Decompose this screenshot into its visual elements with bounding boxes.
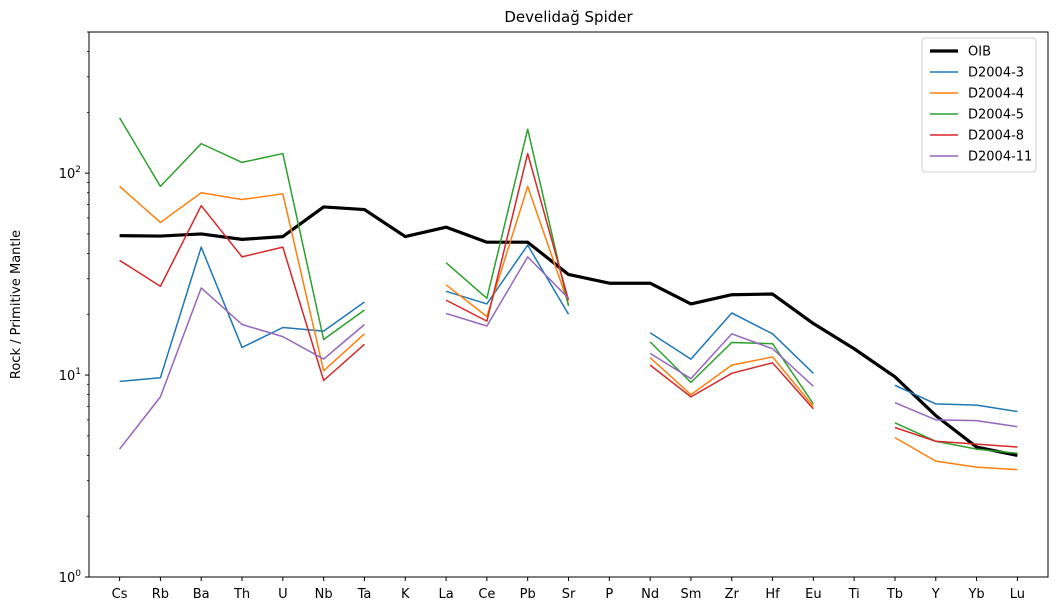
legend: OIB D2004-3 D2004-4 D2004-5 D2004-8 D2004-11 [921,37,1037,173]
x-tick-label: Ti [848,587,860,602]
legend-entry: D2004-4 [968,87,1024,102]
x-tick-label: Cs [112,587,128,602]
x-tick-label: U [278,587,288,602]
series-line-d2004-11 [119,256,1018,450]
x-axis: Cs Rb Ba Th U Nb Ta K La Ce Pb Sr P Nd Sm Zr Hf Eu Ti Tb Y Yb… [112,577,1025,602]
series-line-d2004-5 [118,117,1018,455]
x-tick-label: Lu [1010,587,1025,602]
x-tick-label: K [401,587,410,602]
legend-entry: OIB [968,45,991,60]
x-tick-label: Zr [725,587,740,602]
x-tick-label: Rb [152,587,169,602]
x-tick-label: Pb [520,587,536,602]
x-tick-label: Nd [641,587,659,602]
legend-entry: D2004-8 [968,129,1024,144]
x-tick-label: Sr [562,587,576,602]
x-tick-label: Ba [193,587,210,602]
x-tick-label: Tb [886,587,903,602]
series-line-oib [119,205,1018,457]
x-tick-label: Hf [765,587,780,602]
x-tick-label: Ce [478,587,495,602]
legend-entry: D2004-5 [968,108,1024,123]
series-layer [118,117,1018,471]
series-line-d2004-4 [119,185,1018,471]
x-tick-label: Eu [805,587,821,602]
x-tick-label: Ta [357,587,372,602]
chart-title: Develidağ Spider [504,8,633,26]
x-tick-label: P [605,587,613,602]
series-line-d2004-8 [119,152,1018,448]
x-tick-label: Y [931,587,940,602]
y-axis-label: Rock / Primitive Mantle [9,230,24,379]
x-tick-label: La [438,587,453,602]
x-tick-label: Yb [967,587,984,602]
legend-entry: D2004-3 [968,66,1024,81]
series-line-d2004-3 [119,244,1018,413]
legend-entry: D2004-11 [968,150,1032,165]
x-tick-label: Nb [315,587,333,602]
x-tick-label: Sm [680,587,701,602]
x-tick-label: Th [233,587,250,602]
